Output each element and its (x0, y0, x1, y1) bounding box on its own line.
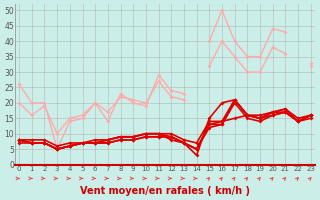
X-axis label: Vent moyen/en rafales ( km/h ): Vent moyen/en rafales ( km/h ) (80, 186, 250, 196)
